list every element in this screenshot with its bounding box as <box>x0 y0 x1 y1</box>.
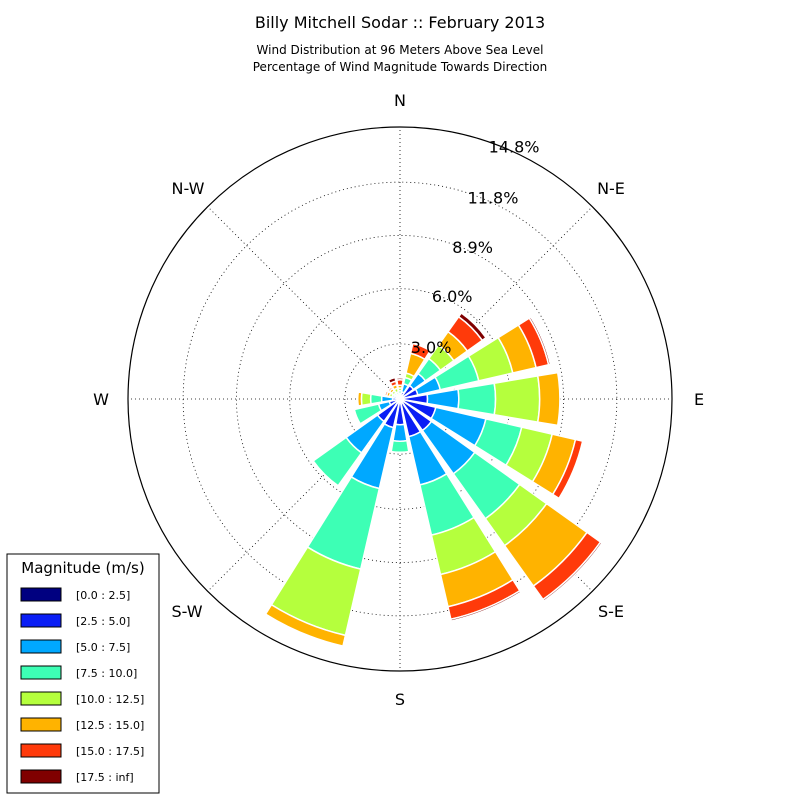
legend-swatch-2 <box>20 639 62 654</box>
legend: Magnitude (m/s) [0.0 : 2.5] [2.5 : 5.0] [5… <box>6 553 160 794</box>
legend-label-1: [2.5 : 5.0] <box>76 615 130 628</box>
wedge-180deg-bin-2 <box>392 423 408 443</box>
wedge-180deg-bin-3 <box>390 439 410 454</box>
ring-label-2: 8.9% <box>452 238 493 257</box>
legend-title: Magnitude (m/s) <box>21 559 144 577</box>
chart-subtitle-line-1: Wind Distribution at 96 Meters Above Sea… <box>257 43 544 57</box>
wind-sectors <box>264 311 604 648</box>
legend-label-3: [7.5 : 10.0] <box>76 667 137 680</box>
dir-label-s: S <box>395 690 405 709</box>
ring-label-1: 6.0% <box>432 287 473 306</box>
outer-ring <box>127 126 673 672</box>
ring-label-3: 11.8% <box>468 189 519 208</box>
grid-ring-2 <box>236 235 564 563</box>
grid-spoke-1 <box>399 206 593 400</box>
dir-label-se: S-E <box>598 602 624 621</box>
wedge-67.5deg-bin-7 <box>528 316 552 366</box>
legend-label-4: [10.0 : 12.5] <box>76 693 144 706</box>
wedge-292.5deg-bin-6 <box>383 389 390 397</box>
wedge-22.5deg-bin-6 <box>409 342 432 361</box>
legend-label-5: [12.5 : 15.0] <box>76 719 144 732</box>
wedge-0deg-bin-7 <box>395 377 405 381</box>
legend-swatch-4 <box>20 691 62 706</box>
wedge-270deg-bin-3 <box>369 393 383 405</box>
chart-title: Billy Mitchell Sodar :: February 2013 <box>255 13 545 32</box>
legend-swatch-6 <box>20 743 62 758</box>
dir-label-ne: N-E <box>597 179 625 198</box>
wedge-157.5deg-bin-7 <box>449 589 522 622</box>
wedge-45deg-bin-7 <box>457 311 488 342</box>
wedge-225deg-bin-3 <box>312 436 363 487</box>
legend-label-2: [5.0 : 7.5] <box>76 641 130 654</box>
wedge-135deg-bin-7 <box>541 540 604 603</box>
wedge-247.5deg-bin-3 <box>353 403 383 425</box>
dir-label-e: E <box>694 390 704 409</box>
grid-spoke-7 <box>207 206 401 400</box>
dir-label-sw: S-W <box>171 602 202 621</box>
wedge-337.5deg-bin-7 <box>387 376 397 385</box>
legend-label-7: [17.5 : inf] <box>76 771 134 784</box>
legend-swatch-3 <box>20 665 62 680</box>
wedge-270deg-bin-4 <box>360 391 372 407</box>
wedge-270deg-bin-5 <box>356 391 363 407</box>
ring-labels: 3.0% 6.0% 8.9% 11.8% 14.8% <box>411 138 540 357</box>
wedge-90deg-bin-5 <box>536 371 561 427</box>
chart-subtitle-line-2: Percentage of Wind Magnitude Towards Dir… <box>253 60 547 74</box>
wedge-90deg-bin-4 <box>493 375 541 423</box>
dir-label-n: N <box>394 91 406 110</box>
wedge-315deg-bin-6 <box>386 385 394 393</box>
ring-label-0: 3.0% <box>411 338 452 357</box>
wedge-202.5deg-bin-5 <box>264 603 347 648</box>
dir-label-w: W <box>93 390 109 409</box>
legend-label-6: [15.0 : 17.5] <box>76 745 144 758</box>
legend-swatch-0 <box>20 587 62 602</box>
wedge-112.5deg-bin-6 <box>551 438 584 500</box>
legend-swatch-5 <box>20 717 62 732</box>
ring-label-4: 14.8% <box>489 138 540 157</box>
legend-swatch-7 <box>20 769 62 784</box>
dir-label-nw: N-W <box>172 179 205 198</box>
legend-label-0: [0.0 : 2.5] <box>76 589 130 602</box>
legend-swatch-1 <box>20 613 62 628</box>
wedge-90deg-bin-3 <box>457 382 497 416</box>
grid-spoke-5 <box>207 398 401 592</box>
